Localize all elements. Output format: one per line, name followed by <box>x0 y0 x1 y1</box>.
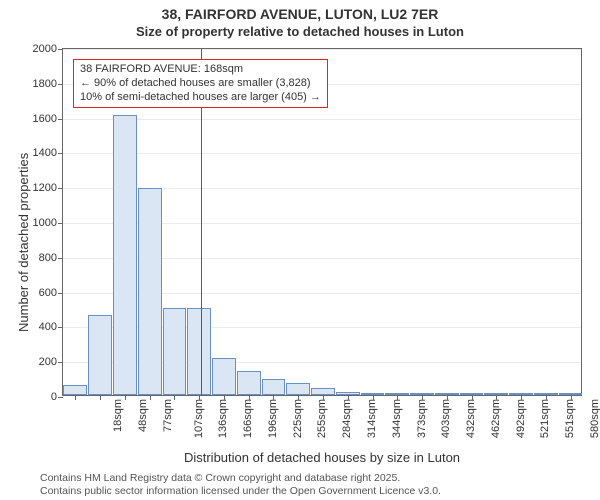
x-tick-mark <box>150 395 151 400</box>
x-tick-mark <box>125 395 126 400</box>
x-tick-mark <box>521 395 522 400</box>
x-tick-mark <box>323 395 324 400</box>
x-tick-mark <box>373 395 374 400</box>
y-tick-mark <box>58 49 63 50</box>
annotation-line: 10% of semi-detached houses are larger (… <box>80 91 321 105</box>
y-gridline <box>63 49 581 50</box>
x-tick-mark <box>174 395 175 400</box>
x-tick-mark <box>422 395 423 400</box>
y-tick-label: 400 <box>39 321 57 333</box>
x-tick-mark <box>397 395 398 400</box>
histogram-bar <box>212 358 236 395</box>
x-tick-mark <box>224 395 225 400</box>
y-axis-label: Number of detached properties <box>16 153 31 332</box>
y-tick-label: 1800 <box>33 78 57 90</box>
y-tick-label: 1200 <box>33 182 57 194</box>
y-tick-mark <box>58 362 63 363</box>
x-tick-label: 255sqm <box>317 399 329 438</box>
histogram-bar <box>63 385 87 395</box>
x-tick-mark <box>496 395 497 400</box>
y-tick-label: 1000 <box>33 217 57 229</box>
y-tick-label: 1600 <box>33 113 57 125</box>
y-tick-mark <box>58 327 63 328</box>
y-tick-mark <box>58 84 63 85</box>
y-tick-label: 2000 <box>33 43 57 55</box>
x-tick-label: 18sqm <box>112 399 124 432</box>
x-tick-mark <box>546 395 547 400</box>
x-tick-label: 77sqm <box>162 399 174 432</box>
histogram-bar <box>237 371 261 395</box>
histogram-bar <box>88 315 112 395</box>
footer-line-1: Contains HM Land Registry data © Crown c… <box>40 472 441 485</box>
histogram-bar <box>113 115 137 395</box>
histogram-bar <box>138 188 162 395</box>
x-tick-label: 225sqm <box>292 399 304 438</box>
y-gridline <box>63 153 581 154</box>
y-tick-mark <box>58 258 63 259</box>
y-gridline <box>63 119 581 120</box>
annotation-box: 38 FAIRFORD AVENUE: 168sqm← 90% of detac… <box>73 59 328 108</box>
x-tick-label: 580sqm <box>589 399 600 438</box>
x-tick-label: 521sqm <box>539 399 551 438</box>
x-tick-mark <box>273 395 274 400</box>
x-tick-mark <box>298 395 299 400</box>
y-tick-label: 800 <box>39 252 57 264</box>
x-tick-label: 136sqm <box>218 399 230 438</box>
y-tick-label: 0 <box>51 391 57 403</box>
footer-line-2: Contains public sector information licen… <box>40 485 441 498</box>
x-tick-label: 462sqm <box>490 399 502 438</box>
x-tick-label: 314sqm <box>366 399 378 438</box>
chart-subtitle: Size of property relative to detached ho… <box>0 24 600 39</box>
x-tick-mark <box>249 395 250 400</box>
plot-area: 020040060080010001200140016001800200018s… <box>62 48 582 396</box>
chart-title: 38, FAIRFORD AVENUE, LUTON, LU2 7ER <box>0 6 600 22</box>
y-tick-mark <box>58 188 63 189</box>
x-tick-mark <box>100 395 101 400</box>
x-tick-label: 344sqm <box>391 399 403 438</box>
y-tick-mark <box>58 293 63 294</box>
x-tick-mark <box>199 395 200 400</box>
x-tick-label: 373sqm <box>416 399 428 438</box>
x-tick-label: 166sqm <box>242 399 254 438</box>
x-tick-label: 48sqm <box>137 399 149 432</box>
histogram-bar <box>187 308 211 395</box>
annotation-line: 38 FAIRFORD AVENUE: 168sqm <box>80 63 321 77</box>
x-tick-mark <box>348 395 349 400</box>
annotation-line: ← 90% of detached houses are smaller (3,… <box>80 77 321 91</box>
y-tick-mark <box>58 119 63 120</box>
x-tick-label: 492sqm <box>515 399 527 438</box>
histogram-bar <box>262 379 286 395</box>
x-tick-label: 432sqm <box>465 399 477 438</box>
footer-attribution: Contains HM Land Registry data © Crown c… <box>40 472 441 498</box>
y-tick-mark <box>58 397 63 398</box>
x-tick-mark <box>75 395 76 400</box>
x-tick-mark <box>447 395 448 400</box>
y-tick-mark <box>58 153 63 154</box>
histogram-bar <box>311 388 335 395</box>
y-tick-label: 1400 <box>33 147 57 159</box>
chart-container: 38, FAIRFORD AVENUE, LUTON, LU2 7ER Size… <box>0 0 600 500</box>
histogram-bar <box>286 383 310 395</box>
histogram-bar <box>163 308 187 395</box>
x-axis-label: Distribution of detached houses by size … <box>62 450 582 465</box>
x-tick-label: 196sqm <box>267 399 279 438</box>
y-tick-label: 200 <box>39 356 57 368</box>
y-tick-mark <box>58 223 63 224</box>
x-tick-label: 107sqm <box>193 399 205 438</box>
x-tick-label: 284sqm <box>341 399 353 438</box>
x-tick-mark <box>571 395 572 400</box>
x-tick-label: 403sqm <box>440 399 452 438</box>
y-tick-label: 600 <box>39 287 57 299</box>
x-tick-label: 551sqm <box>564 399 576 438</box>
x-tick-mark <box>472 395 473 400</box>
